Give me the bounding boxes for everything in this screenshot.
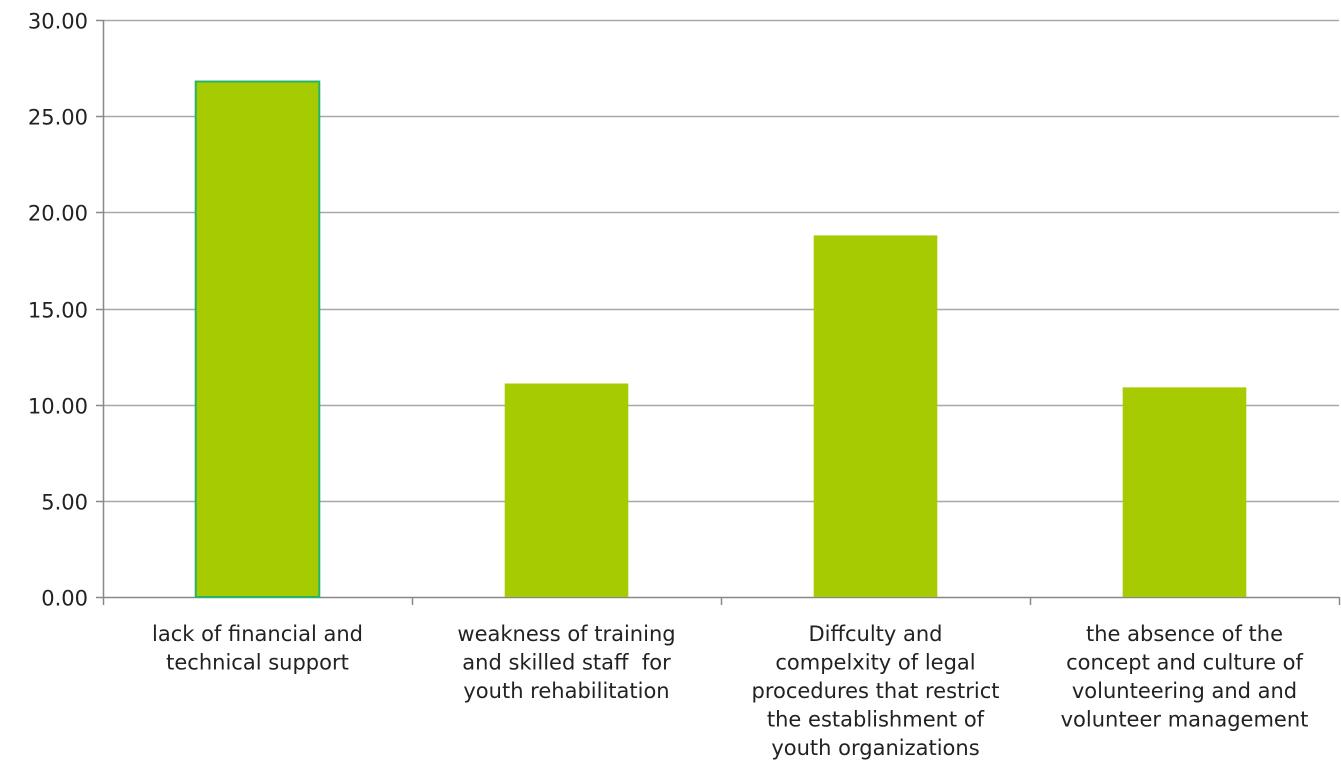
y-tick-label: 0.00 bbox=[41, 587, 88, 611]
x-category-label: lack of financial and bbox=[152, 622, 363, 646]
bar-4 bbox=[1122, 387, 1247, 597]
x-category-label: volunteer management bbox=[1061, 708, 1309, 732]
x-category-label: youth rehabilitation bbox=[463, 679, 669, 703]
y-tick-label: 10.00 bbox=[28, 395, 88, 419]
x-category-label: procedures that restrict bbox=[751, 679, 999, 703]
y-tick-label: 20.00 bbox=[28, 202, 88, 226]
x-category-label: the establishment of bbox=[767, 708, 985, 732]
x-category-label: Diffculty and bbox=[808, 622, 942, 646]
y-tick-label: 5.00 bbox=[41, 491, 88, 515]
bar-2 bbox=[504, 383, 629, 597]
x-category-label: the absence of the bbox=[1086, 622, 1283, 646]
x-category-label: and skilled staff for bbox=[462, 651, 671, 675]
x-category-label: compelxity of legal bbox=[775, 651, 975, 675]
x-category-label: weakness of training bbox=[457, 622, 675, 646]
y-tick-label: 30.00 bbox=[28, 10, 88, 34]
x-category-label: concept and culture of bbox=[1066, 651, 1303, 675]
bar-1 bbox=[194, 80, 321, 598]
x-category-label: youth organizations bbox=[771, 736, 979, 760]
x-category-label: technical support bbox=[166, 651, 349, 675]
y-tick-label: 25.00 bbox=[28, 106, 88, 130]
y-tick-label: 15.00 bbox=[28, 299, 88, 323]
bar-3 bbox=[813, 235, 938, 597]
x-category-label: volunteering and and bbox=[1072, 679, 1297, 703]
